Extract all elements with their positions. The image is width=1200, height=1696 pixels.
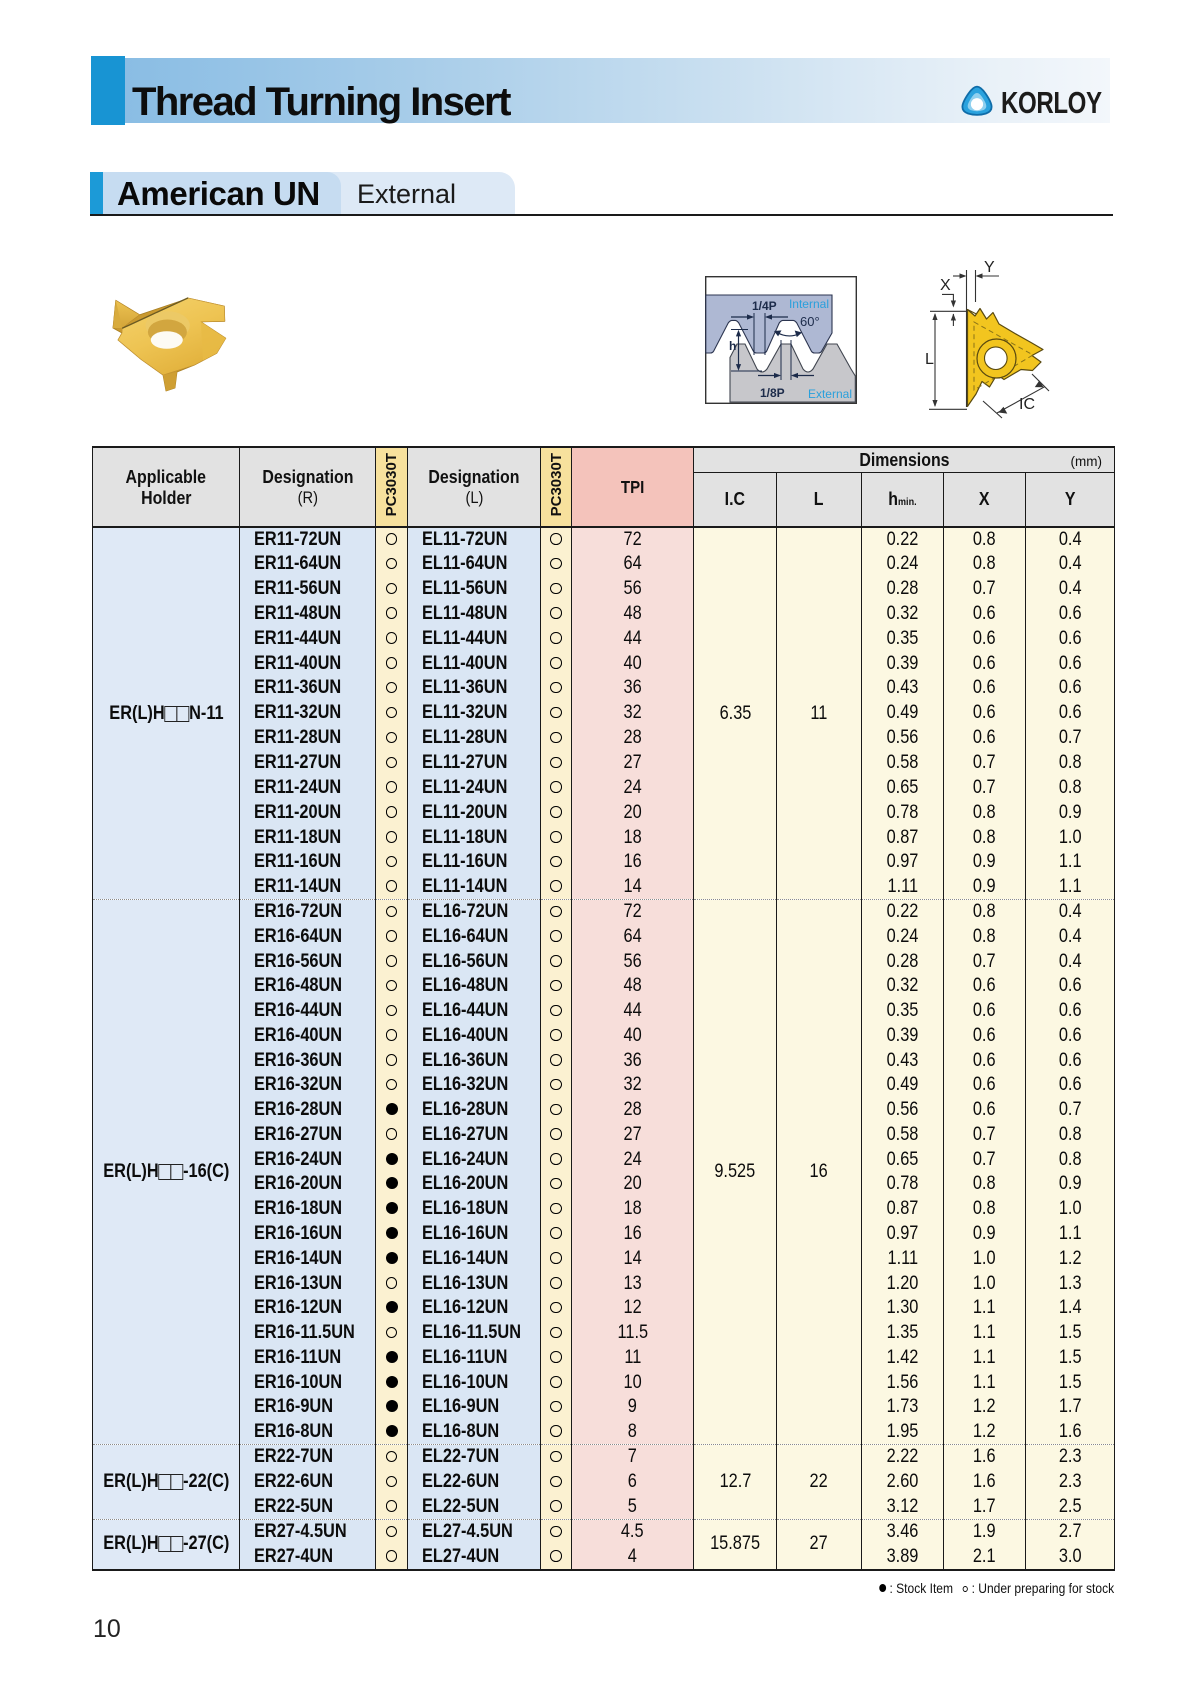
svg-text:1/8P: 1/8P	[760, 386, 785, 400]
svg-text:h: h	[729, 339, 736, 353]
svg-text:Internal: Internal	[789, 297, 829, 311]
svg-text:1/4P: 1/4P	[752, 299, 777, 313]
svg-text:External: External	[808, 387, 852, 401]
svg-text:IC: IC	[1019, 396, 1035, 413]
svg-text:60°: 60°	[800, 314, 820, 329]
svg-text:L: L	[925, 351, 934, 368]
svg-text:Y: Y	[984, 259, 995, 276]
svg-text:X: X	[940, 277, 951, 294]
